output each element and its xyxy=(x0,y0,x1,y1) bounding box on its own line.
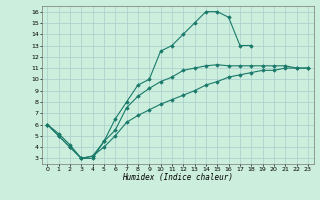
X-axis label: Humidex (Indice chaleur): Humidex (Indice chaleur) xyxy=(122,173,233,182)
